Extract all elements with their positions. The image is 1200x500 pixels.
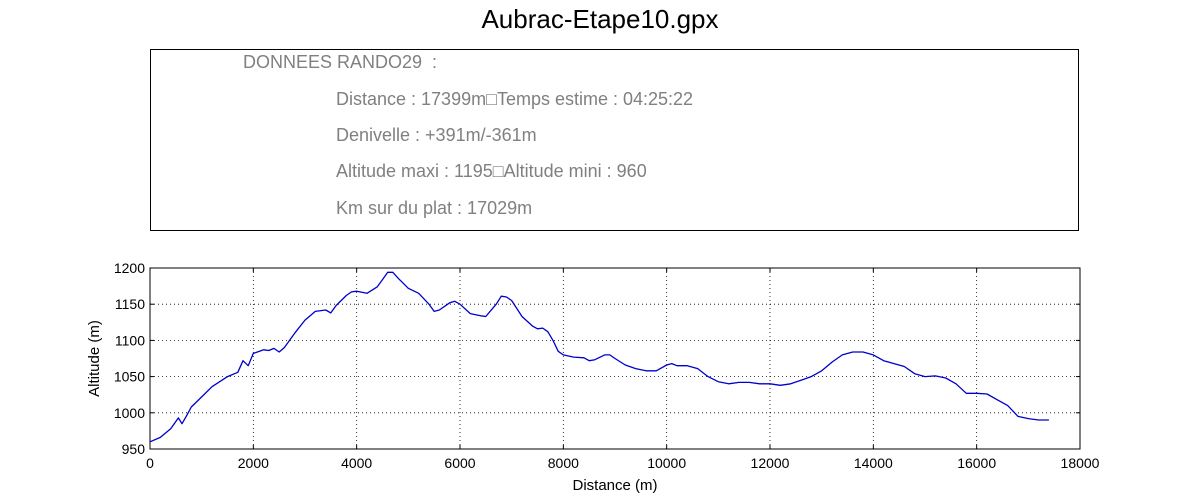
y-tick-label: 1000 <box>114 405 145 421</box>
x-tick-label: 0 <box>146 455 154 471</box>
plot-frame <box>149 267 1081 450</box>
x-tick-label: 8000 <box>548 455 579 471</box>
x-axis-label: Distance (m) <box>572 477 657 494</box>
info-altitude-line: Altitude maxi : 1195□Altitude mini : 960 <box>336 161 647 181</box>
y-tick-label: 950 <box>122 441 146 457</box>
info-plat-line: Km sur du plat : 17029m <box>336 198 533 218</box>
x-tick-label: 18000 <box>1061 455 1100 471</box>
x-tick-label: 4000 <box>341 455 372 471</box>
info-box: DONNEES RANDO29 : Distance : 17399m□Temp… <box>150 49 1079 231</box>
y-tick-label: 1200 <box>114 260 145 276</box>
tick-layer: 0 2000 4000 6000 8000 10000 12000 14000 16000 180… <box>114 260 1100 471</box>
x-tick-label: 2000 <box>238 455 269 471</box>
y-tick-label: 1100 <box>115 332 145 348</box>
x-tick-label: 6000 <box>444 455 475 471</box>
y-axis-label: Altitude (m) <box>86 320 103 397</box>
x-tick-label: 14000 <box>854 455 893 471</box>
elevation-series-line <box>149 271 1049 443</box>
grid-layer <box>150 268 1080 449</box>
info-distance-line: Distance : 17399m□Temps estime : 04:25:2… <box>336 89 694 109</box>
info-denivele-line: Denivelle : +391m/-361m <box>336 125 537 145</box>
y-tick-label: 1150 <box>115 296 145 312</box>
y-tick-label: 1050 <box>114 369 145 385</box>
info-header: DONNEES RANDO29 : <box>243 52 438 72</box>
line-layer <box>149 271 1049 443</box>
x-tick-label: 12000 <box>751 455 790 471</box>
page-title: Aubrac-Etape10.gpx <box>481 4 719 34</box>
x-tick-label: 16000 <box>957 455 996 471</box>
x-tick-label: 10000 <box>647 455 686 471</box>
